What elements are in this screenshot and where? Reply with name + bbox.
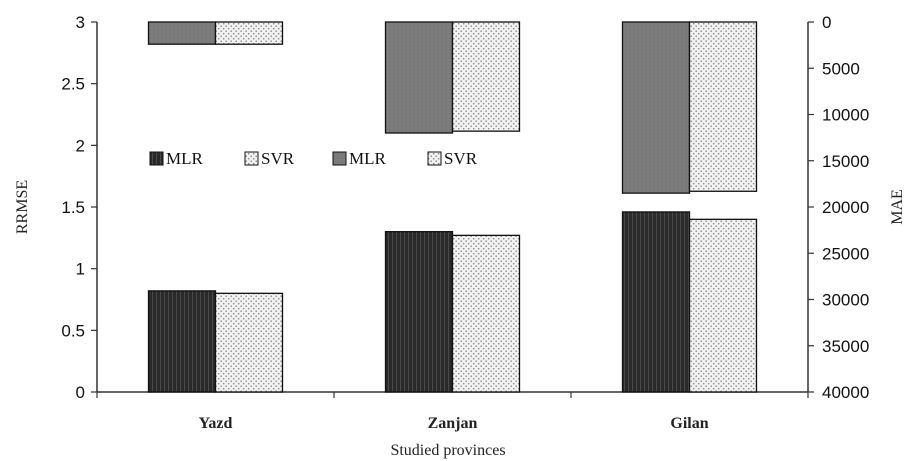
left-tick-label: 0.5 xyxy=(61,321,85,340)
right-tick-label: 40000 xyxy=(822,383,869,402)
y2-axis-title: MAE xyxy=(889,189,906,225)
bar-svr-right-gilan xyxy=(688,21,758,192)
category-label: Zanjan xyxy=(428,415,478,432)
right-tick-label: 20000 xyxy=(822,198,869,217)
bar-svr-right-zanjan xyxy=(451,21,521,132)
right-tick-label: 25000 xyxy=(822,244,869,263)
left-tick-label: 1 xyxy=(76,260,85,279)
bar-mlr-left-zanjan xyxy=(384,231,454,393)
bars xyxy=(147,21,758,393)
legend: MLR SVR MLR SVR xyxy=(149,149,478,168)
right-tick-label: 15000 xyxy=(822,152,869,171)
right-tick-label: 0 xyxy=(822,13,831,32)
left-axis-ticks: 0 0.5 1 1.5 2 2.5 3 xyxy=(61,13,97,402)
bar-mlr-left-gilan xyxy=(621,211,691,393)
right-axis-ticks: 0 5000 10000 15000 20000 25000 30000 35000 40000 xyxy=(808,13,869,402)
legend-label-mlr-right: MLR xyxy=(349,149,387,168)
legend-swatch-mlr-left xyxy=(149,151,164,166)
y-axis-title: RRMSE xyxy=(14,180,31,234)
right-tick-label: 5000 xyxy=(822,59,860,78)
legend-label-svr-right: SVR xyxy=(444,149,478,168)
bar-svr-right-yazd xyxy=(214,21,284,45)
right-tick-label: 30000 xyxy=(822,291,869,310)
right-tick-label: 35000 xyxy=(822,337,869,356)
legend-swatch-mlr-right xyxy=(332,151,347,166)
legend-swatch-svr-left xyxy=(244,151,259,166)
left-tick-label: 1.5 xyxy=(61,198,85,217)
category-label: Gilan xyxy=(670,415,708,432)
bar-mlr-right-gilan xyxy=(621,21,691,194)
left-tick-label: 2.5 xyxy=(61,75,85,94)
bar-mlr-right-zanjan xyxy=(384,21,454,134)
category-label: Yazd xyxy=(199,415,233,432)
x-axis-title: Studied provinces xyxy=(390,442,505,459)
left-tick-label: 2 xyxy=(76,136,85,155)
category-ticks: Yazd Zanjan Gilan xyxy=(96,392,809,432)
bar-mlr-right-yazd xyxy=(147,21,217,45)
bar-svr-left-gilan xyxy=(688,218,758,393)
bar-svr-left-zanjan xyxy=(451,234,521,393)
legend-swatch-svr-right xyxy=(427,151,442,166)
legend-label-mlr-left: MLR xyxy=(166,149,204,168)
right-tick-label: 10000 xyxy=(822,106,869,125)
left-tick-label: 3 xyxy=(76,13,85,32)
legend-label-svr-left: SVR xyxy=(261,149,295,168)
bar-svr-left-yazd xyxy=(214,292,284,393)
left-tick-label: 0 xyxy=(76,383,85,402)
bar-mlr-left-yazd xyxy=(147,290,217,393)
